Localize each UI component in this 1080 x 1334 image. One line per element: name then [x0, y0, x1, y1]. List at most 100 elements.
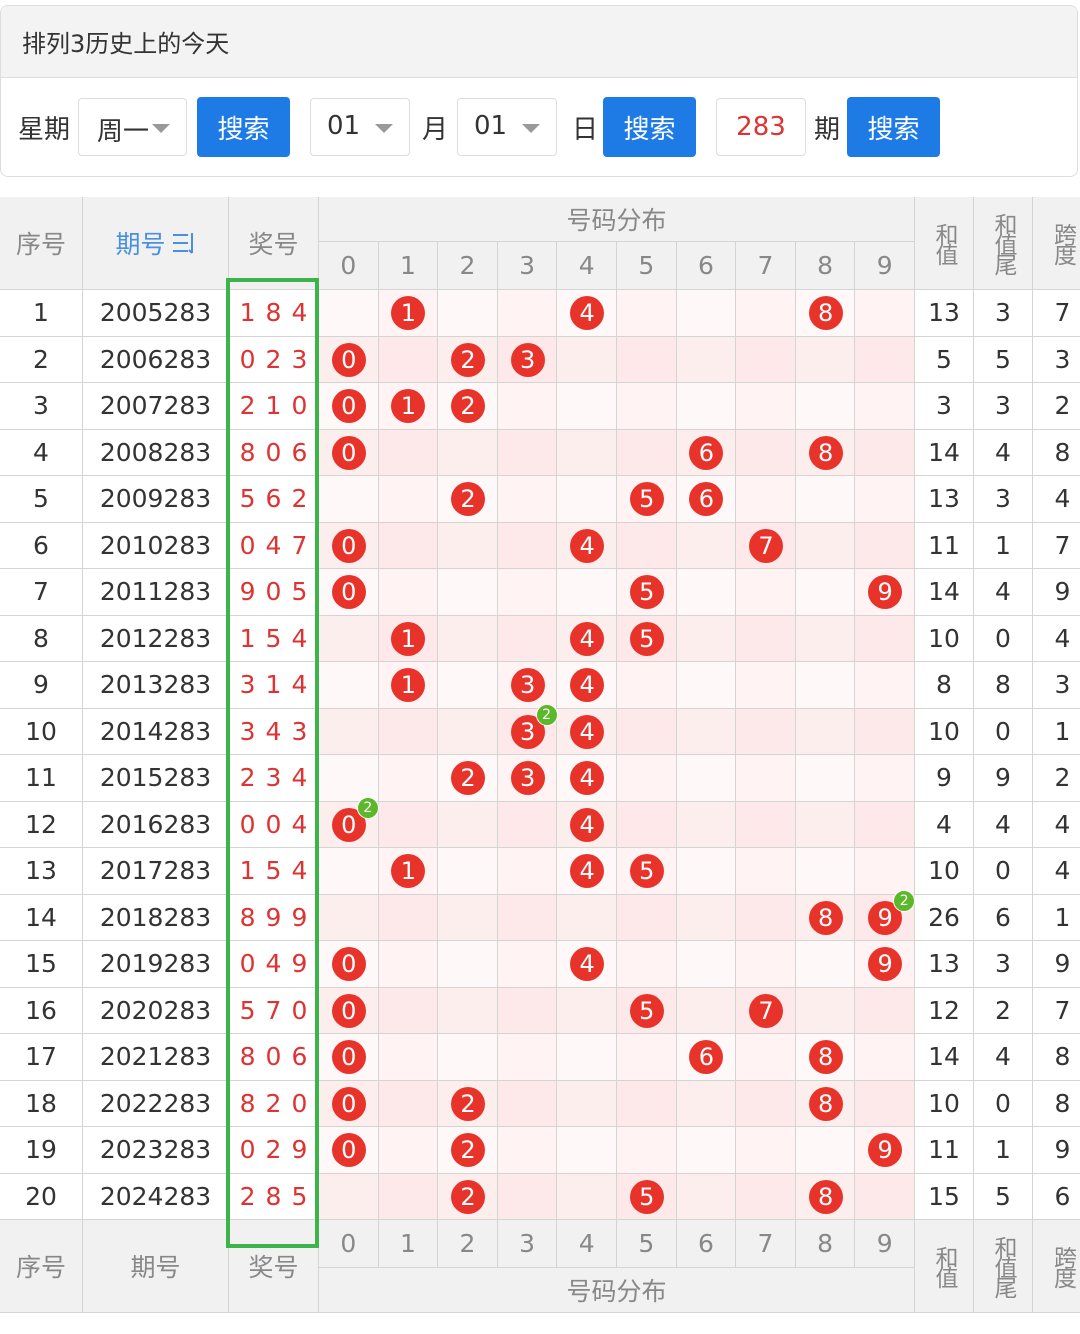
row-index: 15	[0, 941, 83, 988]
draw-digit: 1	[265, 670, 282, 700]
sum: 10	[915, 615, 974, 662]
distribution-cell	[676, 987, 737, 1034]
highlight-frame	[226, 278, 319, 1248]
distribution-cell	[855, 522, 915, 569]
sort-icon[interactable]	[170, 230, 196, 256]
distribution-cell	[378, 429, 439, 476]
ball: 2	[451, 1086, 485, 1121]
draw-digit: 4	[291, 763, 308, 793]
search-button[interactable]: 搜索	[197, 97, 290, 157]
distribution-cell	[676, 615, 737, 662]
draw-digit: 0	[265, 1042, 282, 1072]
ball: 1	[391, 854, 426, 889]
distribution-cell	[497, 1127, 558, 1174]
draw-digit: 9	[291, 902, 308, 932]
column-header: 号码分布	[319, 197, 915, 242]
distribution-cell	[438, 615, 498, 662]
ball: 1	[391, 668, 426, 703]
column-header: 期号	[83, 1220, 229, 1313]
distribution-cell	[617, 801, 677, 848]
distribution-cell	[378, 941, 439, 988]
draw-digit: 4	[291, 856, 308, 886]
sum-tail: 0	[974, 615, 1033, 662]
distribution-cell	[319, 662, 379, 709]
period-input[interactable]: 283	[716, 98, 806, 156]
distribution-cell	[438, 1034, 498, 1081]
distribution-cell	[736, 755, 796, 802]
draw-digit: 4	[291, 623, 308, 653]
distribution-cell	[676, 941, 737, 988]
day-select[interactable]: 01	[457, 98, 557, 156]
column-header: 奖号	[229, 1220, 319, 1313]
distribution-cell	[497, 522, 558, 569]
distribution-cell	[438, 941, 498, 988]
distribution-cell	[676, 1080, 737, 1127]
column-header: 和值	[915, 197, 974, 290]
span: 4	[1033, 615, 1080, 662]
draw-digit: 1	[239, 623, 256, 653]
repeat-badge: 2	[893, 889, 916, 912]
distribution-cell	[617, 941, 677, 988]
ball: 3	[510, 668, 545, 703]
weekday-select[interactable]: 周一	[78, 98, 187, 156]
distribution-cell	[319, 708, 379, 755]
sum-tail: 4	[974, 1034, 1033, 1081]
sum-tail: 2	[974, 987, 1033, 1034]
row-index: 6	[0, 522, 83, 569]
distribution-cell	[497, 569, 558, 616]
row-index: 12	[0, 801, 83, 848]
draw-digit: 7	[291, 530, 308, 560]
day-label: 日	[572, 114, 599, 145]
sum: 3	[915, 383, 974, 430]
distribution-cell	[736, 615, 796, 662]
draw-digit: 4	[265, 716, 282, 746]
period: 2020283	[83, 987, 229, 1034]
draw-digit: 0	[265, 577, 282, 607]
distribution-cell	[676, 290, 737, 337]
draw-digit: 4	[291, 298, 308, 328]
search-button[interactable]: 搜索	[603, 97, 696, 157]
ball: 5	[629, 993, 664, 1028]
span: 7	[1033, 522, 1080, 569]
month-select[interactable]: 01	[310, 98, 410, 156]
distribution-cell	[438, 429, 498, 476]
draw-digit: 0	[265, 437, 282, 467]
distribution-cell	[497, 1034, 558, 1081]
day-value: 01	[474, 111, 508, 141]
span: 4	[1033, 476, 1080, 523]
distribution-cell	[319, 476, 379, 523]
distribution-cell	[795, 755, 856, 802]
distribution-cell	[855, 476, 915, 523]
draw-digit: 2	[291, 484, 308, 514]
sum-tail: 1	[974, 1127, 1033, 1174]
row-index: 19	[0, 1127, 83, 1174]
ball: 2	[451, 389, 485, 424]
title: 排列3历史上的今天	[22, 30, 230, 58]
sum-tail: 0	[974, 848, 1033, 895]
sum: 14	[915, 429, 974, 476]
distribution-cell	[855, 755, 915, 802]
draw-digit: 1	[239, 298, 256, 328]
span: 1	[1033, 894, 1080, 941]
column-header: 序号	[0, 197, 83, 290]
ball: 0	[331, 435, 366, 470]
distribution-cell	[676, 336, 737, 383]
column-header: 奖号	[229, 197, 319, 290]
sum-tail: 5	[974, 1173, 1033, 1220]
column-header: 序号	[0, 1220, 83, 1313]
search-button[interactable]: 搜索	[847, 97, 940, 157]
column-header: 和值尾	[974, 1220, 1033, 1313]
ball: 1	[391, 621, 426, 656]
distribution-cell	[736, 848, 796, 895]
ball: 7	[749, 528, 783, 563]
distribution-cell	[557, 336, 617, 383]
distribution-cell	[617, 662, 677, 709]
period: 2014283	[83, 708, 229, 755]
draw-digit: 0	[291, 391, 308, 421]
period: 2021283	[83, 1034, 229, 1081]
period: 2016283	[83, 801, 229, 848]
